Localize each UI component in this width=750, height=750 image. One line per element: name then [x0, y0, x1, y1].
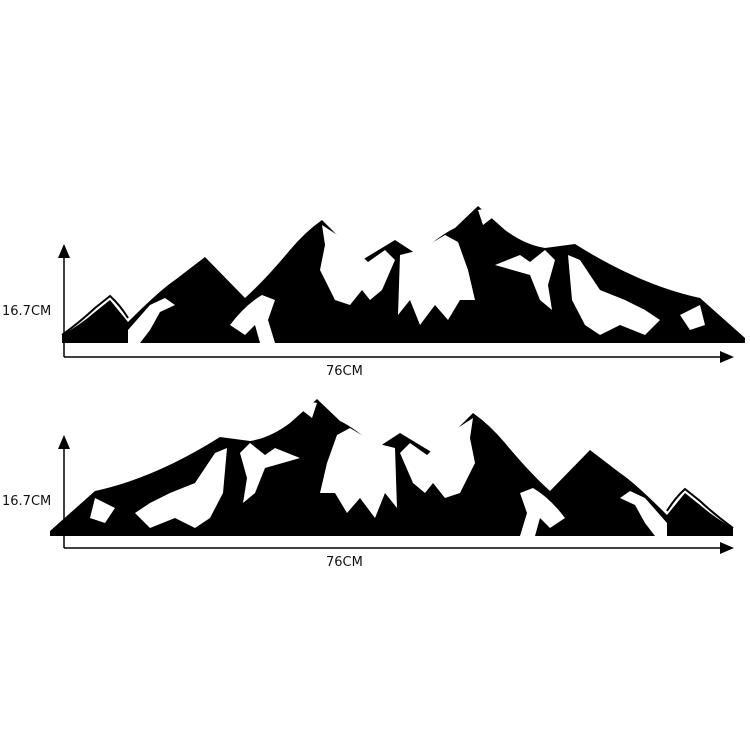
mountain-decal-bottom [49, 398, 734, 537]
dimension-arrows-top [58, 244, 734, 363]
width-label-top: 76CM [326, 364, 363, 379]
mountain-decal-top [61, 205, 746, 344]
height-label-top: 16.7CM [2, 304, 52, 319]
width-label-bottom: 76CM [326, 555, 363, 570]
height-label-bottom: 16.7CM [2, 494, 52, 509]
dimension-arrows-bottom [58, 435, 734, 554]
